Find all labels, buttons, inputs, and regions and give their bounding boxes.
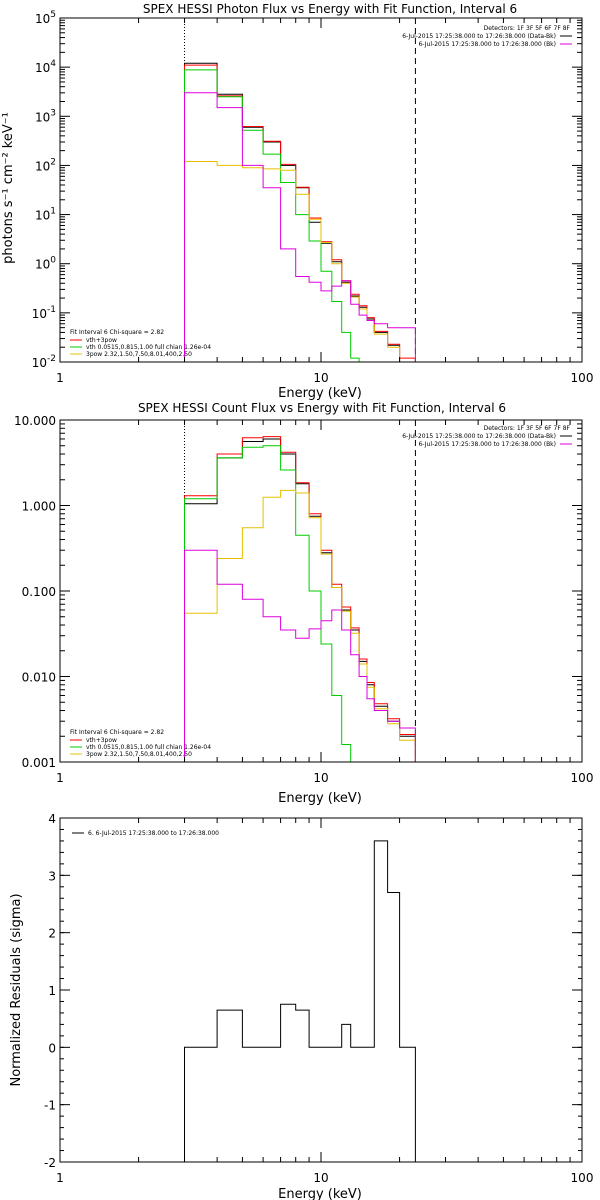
- legend-entry-residual: 6. 6-Jul-2015 17:25:38.000 to 17:26:38.0…: [88, 830, 219, 837]
- x-tick-label: 10: [313, 1171, 328, 1185]
- x-tick-label: 10: [313, 371, 328, 385]
- y-tick-label: -1: [44, 1099, 56, 1113]
- series-line-vth-3pow: [184, 436, 416, 762]
- y-tick-label: 0: [48, 1041, 56, 1055]
- y-tick-label: 2: [48, 927, 56, 941]
- y-tick-label: 100: [35, 256, 56, 272]
- x-tick-labels: 1 10 100: [56, 1171, 593, 1185]
- y-tick-label: 103: [35, 108, 56, 124]
- legend-entry-3pow: 3pow 2.32,1.50,7.50,8.01,400,2.50: [86, 751, 192, 758]
- fit-legend: Fit Interval 6 Chi-square = 2.82 vth+3po…: [70, 329, 211, 358]
- detectors-label: Detectors: 1F 3F 5F 6F 7F 8F: [484, 425, 571, 432]
- chart-title: SPEX HESSI Photon Flux vs Energy with Fi…: [143, 2, 517, 16]
- legend-entry-bk: 6-Jul-2015 17:25:38.000 to 17:26:38.000 …: [418, 441, 556, 448]
- plot-frame: [59, 17, 583, 363]
- y-tick-label: 102: [35, 157, 56, 173]
- series-line-data: [184, 438, 416, 762]
- legend-entry-vth: vth 0.0515,0.815,1.00 full chian 1.26e-0…: [86, 744, 211, 751]
- y-tick-label: 10-1: [32, 305, 56, 321]
- y-tick-label: 1.000: [22, 500, 56, 514]
- x-tick-label: 1: [56, 771, 64, 785]
- y-tick-label: 0.100: [22, 585, 56, 599]
- legend-entry-3pow: 3pow 2.32,1.50,7.50,8.01,400,2.50: [86, 351, 192, 358]
- y-tick-label: 4: [48, 812, 56, 826]
- plot-frame: [59, 817, 583, 1163]
- x-axis-label: Energy (keV): [278, 791, 362, 806]
- x-tick-labels: 1 10 100: [56, 371, 593, 385]
- series-line-3pow: [184, 161, 416, 362]
- y-tick-label: 0.010: [22, 671, 56, 685]
- fit-legend-header: Fit Interval 6 Chi-square = 2.82: [70, 329, 164, 336]
- y-tick-label: 105: [35, 10, 56, 26]
- legend-entry-vth-3pow: vth+3pow: [86, 337, 117, 344]
- legend-entry-data-bk: 6-Jul-2015 17:25:38.000 to 17:26:38.000 …: [402, 433, 556, 440]
- x-tick-label: 1: [56, 1171, 64, 1185]
- y-axis-label: Normalized Residuals (sigma): [9, 893, 24, 1086]
- y-tick-label: -2: [44, 1156, 56, 1170]
- series-line-vth-3pow: [184, 64, 416, 362]
- photon-flux-panel: SPEX HESSI Photon Flux vs Energy with Fi…: [1, 2, 593, 401]
- x-tick-label: 100: [571, 771, 594, 785]
- y-tick-label: 104: [35, 59, 56, 75]
- x-tick-label: 100: [571, 1171, 594, 1185]
- fit-legend: Fit Interval 6 Chi-square = 2.82 vth+3po…: [70, 729, 211, 758]
- fit-legend-header: Fit Interval 6 Chi-square = 2.82: [70, 729, 164, 736]
- series-line-bk: [184, 549, 416, 762]
- y-tick-label: 10.000: [14, 414, 56, 428]
- series-line-vth: [184, 445, 416, 762]
- y-tick-label: 1: [48, 984, 56, 998]
- legend-entry-vth: vth 0.0515,0.815,1.00 full chian 1.26e-0…: [86, 344, 211, 351]
- y-tick-label: 10-2: [32, 354, 56, 370]
- y-tick-labels: 10-2 10-1 100 101 102 103 104 105: [32, 10, 57, 370]
- residual-legend: 6. 6-Jul-2015 17:25:38.000 to 17:26:38.0…: [72, 830, 219, 837]
- x-tick-label: 1: [56, 371, 64, 385]
- y-axis-label: photons s⁻¹ cm⁻² keV⁻¹: [1, 112, 16, 264]
- x-axis-label: Energy (keV): [278, 1187, 362, 1200]
- legend-entry-data-bk: 6-Jul-2015 17:25:38.000 to 17:26:38.000 …: [402, 33, 556, 40]
- plot-marks: [59, 817, 583, 1163]
- y-tick-label: 101: [35, 207, 56, 223]
- data-legend: Detectors: 1F 3F 5F 6F 7F 8F 6-Jul-2015 …: [402, 425, 572, 448]
- y-tick-labels: -2 -1 0 1 2 3 4: [44, 812, 56, 1170]
- x-axis-label: Energy (keV): [278, 386, 362, 401]
- y-tick-labels: 0.001 0.010 0.100 1.000 10.000: [14, 414, 56, 770]
- series-line-6-: [184, 840, 416, 1162]
- series-line-data: [184, 62, 416, 362]
- data-legend: Detectors: 1F 3F 5F 6F 7F 8F 6-Jul-2015 …: [402, 25, 572, 48]
- detectors-label: Detectors: 1F 3F 5F 6F 7F 8F: [484, 25, 571, 32]
- plot-marks: [59, 419, 583, 763]
- plot-marks: [59, 17, 583, 363]
- y-tick-label: 0.001: [22, 756, 56, 770]
- legend-entry-bk: 6-Jul-2015 17:25:38.000 to 17:26:38.000 …: [418, 41, 556, 48]
- chart-title: SPEX HESSI Count Flux vs Energy with Fit…: [138, 401, 506, 415]
- legend-entry-vth-3pow: vth+3pow: [86, 737, 117, 744]
- residuals-panel: -2 -1 0 1 2 3 4 1 10 100 Energy (keV) Normalized…: [9, 812, 593, 1200]
- series-line-bk: [184, 92, 416, 362]
- x-tick-label: 10: [313, 771, 328, 785]
- plot-frame: [59, 419, 583, 763]
- series-line-3pow: [184, 489, 416, 762]
- x-tick-labels: 1 10 100: [56, 771, 593, 785]
- y-tick-label: 3: [48, 869, 56, 883]
- count-flux-panel: SPEX HESSI Count Flux vs Energy with Fit…: [14, 401, 593, 806]
- x-tick-label: 100: [571, 371, 594, 385]
- series-line-vth: [184, 69, 416, 362]
